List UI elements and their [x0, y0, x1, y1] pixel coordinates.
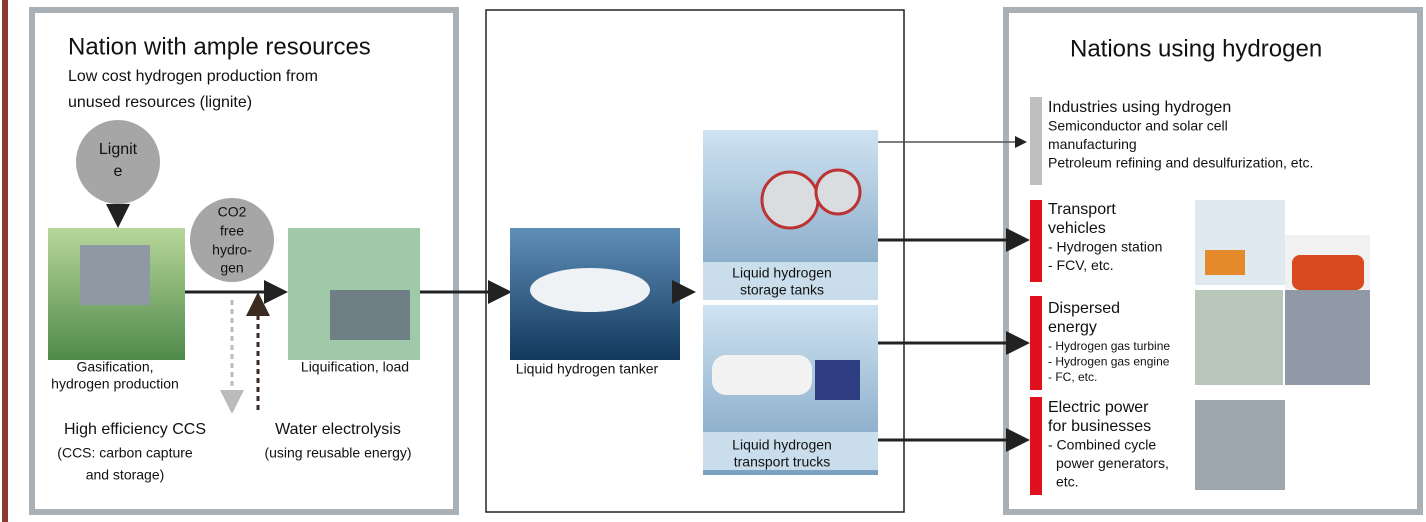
caption: Liquid hydrogen [732, 265, 832, 281]
group-bar [1030, 200, 1042, 282]
group-title: energy [1048, 319, 1097, 336]
station-image [1205, 250, 1245, 275]
power-plant-image [1195, 400, 1285, 490]
circle-label: gen [220, 260, 243, 276]
liquification-image [330, 290, 410, 340]
group-title: Dispersed [1048, 300, 1120, 317]
circle-label: free [220, 223, 244, 239]
group-item: - Combined cycle [1048, 437, 1156, 453]
car-image [1292, 255, 1364, 290]
subtitle: unused resources (lignite) [68, 94, 252, 111]
caption: (CCS: carbon capture [57, 445, 193, 461]
panel-title: Nations using hydrogen [1070, 35, 1322, 62]
group-item: manufacturing [1048, 136, 1137, 152]
edge-strip [2, 0, 8, 522]
plant-image [80, 245, 150, 305]
caption: hydrogen production [51, 376, 179, 392]
panel-title: Nation with ample resources [68, 33, 371, 60]
group-item: - FCV, etc. [1048, 257, 1114, 273]
circle-label: hydro- [212, 242, 252, 258]
group-item: - Hydrogen station [1048, 239, 1162, 255]
group-title: Electric power [1048, 399, 1149, 416]
caption: storage tanks [740, 282, 824, 298]
circle-label: e [114, 163, 123, 180]
caption: transport trucks [734, 454, 830, 470]
group-title: Industries using hydrogen [1048, 99, 1231, 116]
tanker-image [530, 268, 650, 312]
caption: and storage) [86, 467, 165, 483]
circle-label: CO2 [218, 204, 247, 220]
storage-image [762, 172, 818, 228]
group-item: Semiconductor and solar cell [1048, 118, 1228, 134]
group-item: etc. [1056, 474, 1079, 490]
diagram: Nation with ample resources Low cost hyd… [0, 0, 1426, 522]
group-item: - FC, etc. [1048, 370, 1097, 384]
caption: High efficiency CCS [64, 421, 206, 438]
group-title: for businesses [1048, 418, 1151, 435]
caption: Water electrolysis [275, 421, 401, 438]
caption: (using reusable energy) [264, 445, 411, 461]
truck-image [815, 360, 860, 400]
group-title: vehicles [1048, 220, 1106, 237]
group-item: Petroleum refining and desulfurization, … [1048, 155, 1313, 171]
group-bar [1030, 397, 1042, 495]
caption: Liquification, load [301, 359, 409, 375]
caption: Gasification, [76, 359, 153, 375]
turbine-image [1195, 290, 1283, 385]
group-item: - Hydrogen gas turbine [1048, 339, 1170, 353]
lignite-circle [76, 120, 160, 204]
storage-image [816, 170, 860, 214]
group-item: power generators, [1056, 455, 1169, 471]
group-title: Transport [1048, 201, 1116, 218]
caption: Liquid hydrogen tanker [516, 361, 659, 377]
circle-label: Lignit [99, 141, 138, 158]
group-bar [1030, 296, 1042, 390]
engine-image [1285, 290, 1370, 385]
group-bar [1030, 97, 1042, 185]
caption: Liquid hydrogen [732, 437, 832, 453]
subtitle: Low cost hydrogen production from [68, 68, 318, 85]
truck-image [712, 355, 812, 395]
group-item: - Hydrogen gas engine [1048, 355, 1170, 369]
